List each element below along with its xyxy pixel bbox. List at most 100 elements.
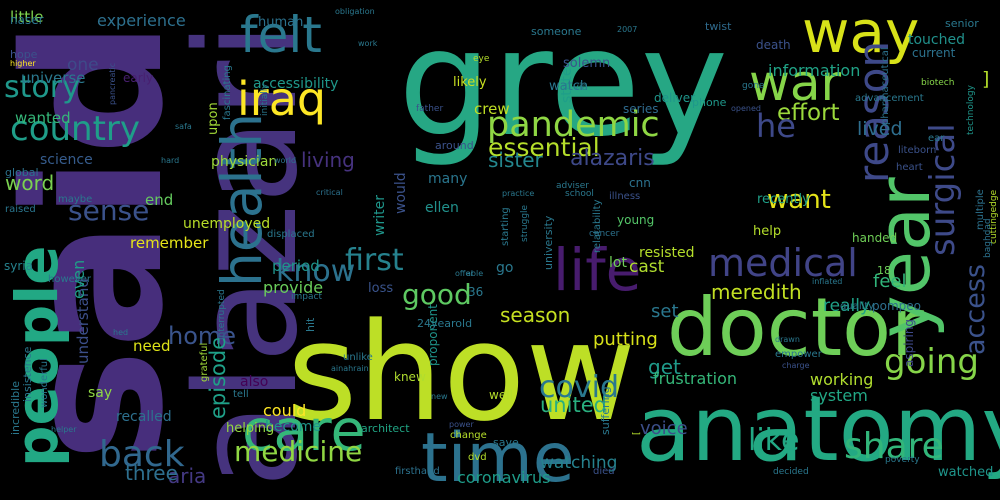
- word-61: information: [768, 61, 861, 80]
- word-29: sense: [68, 194, 150, 227]
- word-109: pompeo: [872, 299, 921, 313]
- word-174: work: [358, 39, 378, 48]
- word-16: pandemic: [487, 105, 660, 145]
- word-171: safa: [175, 122, 192, 131]
- word-24: share: [844, 426, 944, 467]
- word-14: health: [210, 112, 274, 287]
- word-13: felt: [240, 6, 322, 64]
- word-193: interrupted: [217, 289, 227, 340]
- word-22: access: [960, 264, 991, 355]
- word-39: living: [301, 148, 355, 172]
- word-42: feel: [873, 271, 907, 292]
- word-45: home: [168, 322, 237, 350]
- word-118: higher: [10, 59, 36, 68]
- word-163: hit: [304, 317, 317, 332]
- word-110: handed: [852, 231, 898, 245]
- word-155: empower: [775, 349, 822, 360]
- word-152: quality: [840, 301, 875, 312]
- word-125: insistence: [21, 346, 34, 402]
- word-3: show: [287, 294, 636, 451]
- word-83: upon: [206, 102, 221, 135]
- word-126: wonderful: [39, 358, 50, 408]
- word-55: set: [651, 301, 679, 322]
- word-64: one: [67, 55, 99, 75]
- word-94: cnn: [629, 176, 651, 190]
- word-189: relatability: [592, 199, 603, 253]
- word-179: gone: [742, 81, 765, 91]
- word-100: go: [496, 260, 514, 276]
- word-116: naser: [10, 13, 44, 27]
- word-80: physician: [211, 154, 278, 170]
- word-158: decided: [773, 467, 809, 477]
- word-185: practice: [502, 189, 535, 198]
- word-84: early: [123, 71, 154, 85]
- word-117: hope: [10, 48, 38, 61]
- word-46: episode: [206, 336, 230, 419]
- word-159: suffering: [599, 386, 612, 435]
- word-108: knew: [394, 370, 426, 384]
- word-33: effort: [777, 100, 840, 126]
- word-75: say: [88, 385, 113, 401]
- word-192: offer: [455, 269, 474, 278]
- word-102: also: [240, 374, 269, 390]
- word-120: syria: [4, 259, 33, 273]
- word-76: recalled: [116, 409, 172, 425]
- word-162: world: [274, 156, 297, 165]
- word-36: he: [756, 107, 796, 145]
- word-65: universe: [21, 69, 86, 87]
- word-132: change: [450, 430, 487, 441]
- word-57: really: [823, 296, 870, 316]
- word-153: drawn: [775, 335, 800, 344]
- word-141: 2007: [617, 25, 638, 34]
- word-144: pharmaceutical: [880, 47, 891, 125]
- word-151: inflated: [812, 277, 843, 286]
- word-172: fascinating: [222, 65, 233, 120]
- word-169: hard: [161, 156, 180, 165]
- word-182: heart: [896, 162, 923, 173]
- word-32: essential: [488, 133, 600, 162]
- word-168: however: [48, 274, 91, 285]
- word-107: well: [489, 388, 513, 402]
- word-40: word: [5, 171, 55, 195]
- word-12: iraq: [237, 72, 327, 126]
- word-161: critical: [316, 188, 343, 197]
- word-175: eye: [473, 54, 490, 64]
- word-27: medicine: [234, 435, 363, 468]
- word-92: would: [393, 172, 409, 214]
- word-51: voice: [640, 418, 688, 439]
- word-119: watched: [938, 465, 994, 480]
- word-131: save: [493, 436, 519, 449]
- word-106: architect: [361, 422, 410, 435]
- word-81: accessibility: [253, 76, 339, 92]
- word-138: university: [542, 215, 555, 270]
- word-196: power: [449, 420, 474, 429]
- word-41: lived: [857, 118, 903, 140]
- word-160: impact: [291, 292, 322, 302]
- word-177: around: [435, 139, 474, 152]
- word-95: young: [617, 213, 655, 227]
- word-5: doctor: [667, 281, 924, 374]
- word-128: firsthand: [395, 466, 440, 477]
- word-167: helper: [51, 425, 77, 434]
- word-173: initially: [260, 83, 270, 116]
- word-176: father: [416, 104, 444, 114]
- word-18: medical: [708, 241, 858, 285]
- word-89: series: [623, 102, 659, 116]
- word-72: provide: [263, 278, 324, 297]
- word-70: unemployed: [183, 216, 271, 232]
- word-23: covid: [539, 370, 619, 405]
- word-21: going: [884, 342, 979, 382]
- word-112: current: [912, 46, 956, 60]
- word-1: grey: [398, 0, 729, 169]
- word-44: season: [500, 303, 571, 327]
- word-190: displaced: [267, 229, 315, 240]
- word-178: opened: [731, 104, 761, 113]
- word-15: life: [553, 236, 642, 304]
- word-10: way: [802, 0, 920, 66]
- word-156: aspiring: [902, 318, 916, 367]
- word-183: school: [565, 189, 594, 199]
- word-97: help: [753, 224, 782, 239]
- word-98: resisted: [639, 245, 695, 261]
- word-62: experience: [97, 11, 186, 30]
